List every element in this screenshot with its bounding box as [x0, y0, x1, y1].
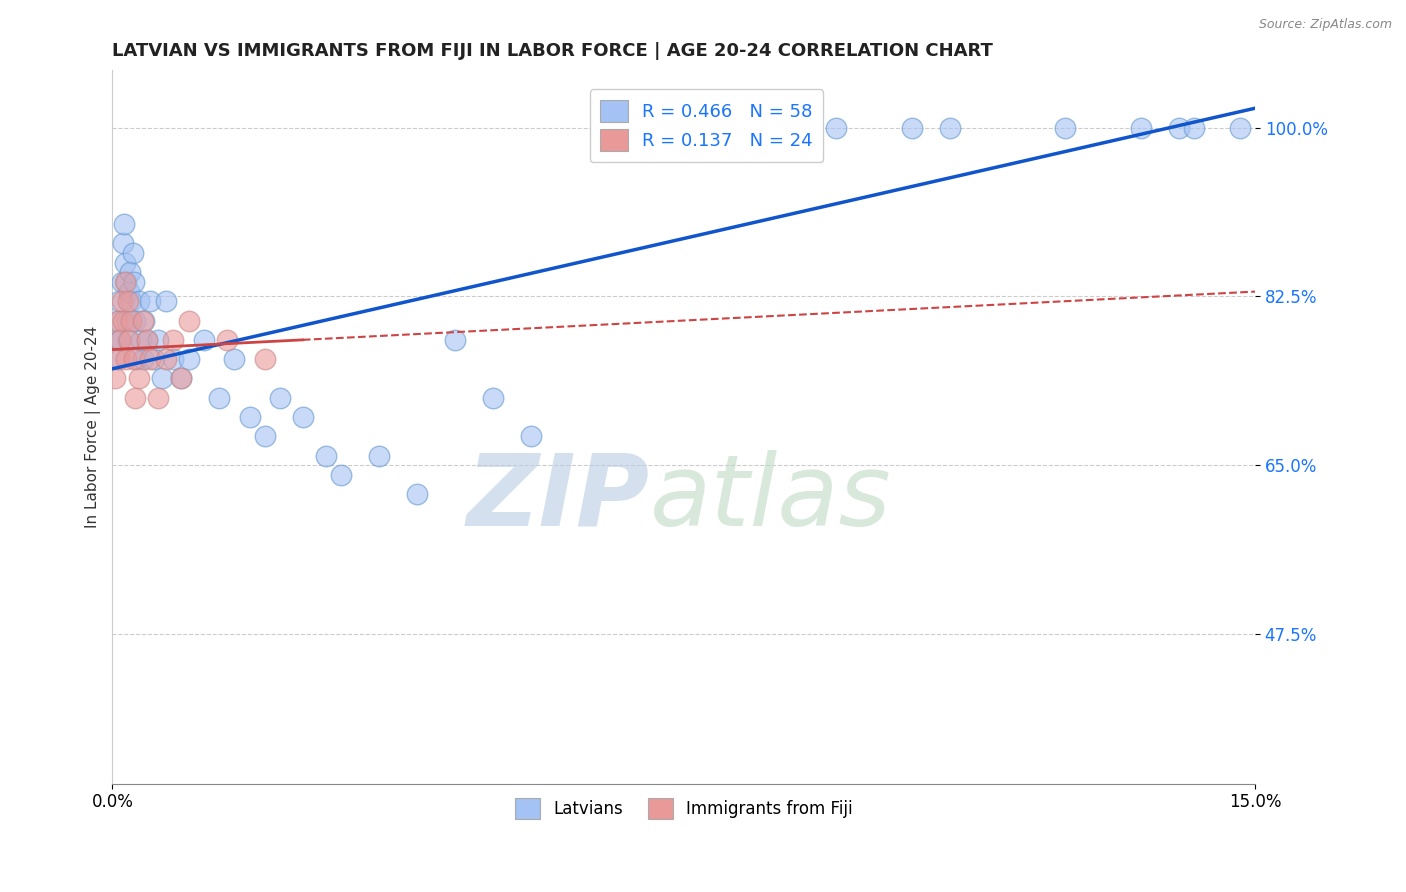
Point [269, 391, 291, 405]
Point [170, 371, 193, 385]
Point [1167, 120, 1189, 135]
Point [672, 120, 695, 135]
Point [131, 333, 153, 347]
Point [368, 449, 391, 463]
Point [105, 313, 128, 327]
Point [482, 391, 505, 405]
Point [253, 429, 276, 443]
Point [122, 246, 145, 260]
Point [104, 371, 127, 385]
Point [122, 275, 145, 289]
Point [939, 120, 962, 135]
Point [107, 352, 129, 367]
Point [150, 371, 173, 385]
Point [110, 294, 132, 309]
Point [155, 294, 177, 309]
Point [146, 333, 169, 347]
Point [135, 333, 157, 347]
Point [117, 333, 139, 347]
Point [128, 294, 150, 309]
Point [105, 352, 128, 367]
Point [162, 333, 184, 347]
Point [118, 265, 141, 279]
Point [108, 294, 131, 309]
Point [238, 410, 260, 425]
Point [329, 467, 352, 482]
Point [112, 236, 135, 251]
Point [596, 120, 619, 135]
Point [124, 391, 146, 405]
Point [444, 333, 467, 347]
Point [177, 352, 200, 367]
Text: Source: ZipAtlas.com: Source: ZipAtlas.com [1258, 18, 1392, 31]
Point [1229, 120, 1251, 135]
Point [115, 352, 138, 367]
Point [193, 333, 215, 347]
Point [122, 352, 145, 367]
Point [825, 120, 848, 135]
Point [291, 410, 314, 425]
Point [108, 333, 131, 347]
Point [114, 255, 136, 269]
Point [253, 352, 276, 367]
Point [112, 217, 135, 231]
Point [107, 333, 129, 347]
Point [146, 391, 169, 405]
Point [125, 352, 148, 367]
Legend: Latvians, Immigrants from Fiji: Latvians, Immigrants from Fiji [508, 792, 859, 825]
Point [110, 275, 132, 289]
Y-axis label: In Labor Force | Age 20-24: In Labor Force | Age 20-24 [86, 326, 101, 528]
Point [132, 313, 155, 327]
Point [132, 352, 155, 367]
Point [901, 120, 924, 135]
Point [224, 352, 246, 367]
Point [315, 449, 337, 463]
Point [208, 391, 231, 405]
Text: ZIP: ZIP [467, 450, 650, 547]
Point [748, 120, 770, 135]
Point [115, 275, 138, 289]
Point [118, 333, 141, 347]
Point [112, 313, 135, 327]
Point [120, 313, 142, 327]
Text: atlas: atlas [650, 450, 891, 547]
Point [118, 285, 141, 299]
Point [170, 371, 193, 385]
Point [155, 352, 177, 367]
Text: LATVIAN VS IMMIGRANTS FROM FIJI IN LABOR FORCE | AGE 20-24 CORRELATION CHART: LATVIAN VS IMMIGRANTS FROM FIJI IN LABOR… [112, 42, 993, 60]
Point [124, 313, 146, 327]
Point [1129, 120, 1152, 135]
Point [128, 371, 150, 385]
Point [787, 120, 810, 135]
Point [135, 333, 157, 347]
Point [1053, 120, 1076, 135]
Point [162, 352, 184, 367]
Point [143, 352, 166, 367]
Point [215, 333, 238, 347]
Point [139, 352, 162, 367]
Point [107, 313, 129, 327]
Point [1182, 120, 1205, 135]
Point [520, 429, 543, 443]
Point [108, 333, 131, 347]
Point [177, 313, 200, 327]
Point [117, 294, 139, 309]
Point [115, 313, 138, 327]
Point [139, 294, 162, 309]
Point [406, 487, 429, 501]
Point [134, 313, 156, 327]
Point [120, 294, 142, 309]
Point [114, 275, 136, 289]
